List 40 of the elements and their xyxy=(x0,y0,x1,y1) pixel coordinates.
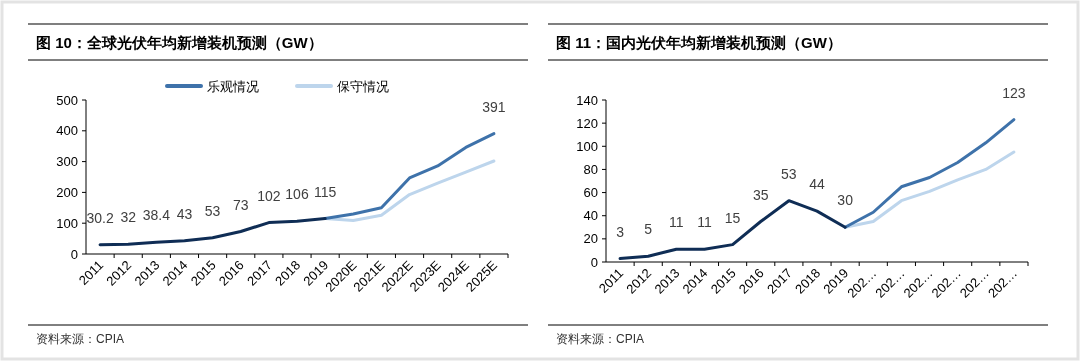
y-tick-label: 0 xyxy=(70,246,78,262)
y-tick-label: 60 xyxy=(583,185,598,201)
data-label: 38.4 xyxy=(142,207,171,224)
y-tick-label: 400 xyxy=(56,123,78,139)
data-label: 43 xyxy=(176,205,193,222)
data-label: 115 xyxy=(313,183,337,200)
data-label: 3 xyxy=(616,223,625,240)
y-tick-label: 40 xyxy=(583,208,598,224)
data-label: 102 xyxy=(257,187,281,204)
text: 资料来源：CPIA xyxy=(556,332,645,346)
data-label: 53 xyxy=(781,165,797,182)
chart-title: 图 10：全球光伏年均新增装机预测（GW） xyxy=(36,34,323,51)
data-label: 30.2 xyxy=(86,209,114,226)
data-label: 35 xyxy=(752,186,769,203)
y-tick-label: 20 xyxy=(583,231,598,247)
y-tick-label: 100 xyxy=(576,138,598,154)
y-tick-label: 500 xyxy=(56,92,78,108)
y-tick-label: 0 xyxy=(590,254,598,270)
data-label: 32 xyxy=(120,209,137,226)
data-label: 11 xyxy=(669,214,684,231)
data-label: 106 xyxy=(285,186,309,203)
data-label: 53 xyxy=(204,202,221,219)
legend-label: 保守情况 xyxy=(337,78,389,94)
legend-label: 乐观情况 xyxy=(207,78,259,94)
chart-title: 图 11：国内光伏年均新增装机预测（GW） xyxy=(556,34,842,51)
data-label: 44 xyxy=(809,176,825,193)
text: 资料来源：CPIA xyxy=(36,332,125,346)
y-tick-label: 200 xyxy=(56,184,78,200)
y-tick-label: 300 xyxy=(56,154,78,170)
y-tick-label: 80 xyxy=(583,161,598,177)
data-label: 11 xyxy=(697,214,712,231)
data-label: 123 xyxy=(1002,84,1026,101)
y-tick-label: 120 xyxy=(576,115,598,131)
data-label: 391 xyxy=(482,98,506,115)
y-tick-label: 140 xyxy=(576,92,598,108)
data-label: 30 xyxy=(837,192,854,209)
data-label: 15 xyxy=(724,209,741,226)
data-label: 73 xyxy=(232,196,249,213)
y-tick-label: 100 xyxy=(56,215,78,231)
data-label: 5 xyxy=(644,221,653,238)
